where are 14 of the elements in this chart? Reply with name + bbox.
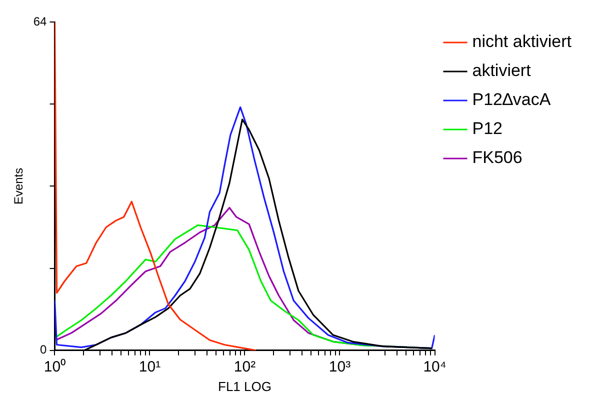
x-tick-label: 10⁰ (44, 358, 66, 376)
y-tick-label: 64 (33, 14, 48, 28)
x-tick-label: 10² (234, 358, 256, 376)
y-axis-title: Events (12, 168, 26, 205)
legend-label: P12 (472, 119, 502, 138)
legend-label: aktiviert (472, 61, 532, 80)
legend-label: nicht aktiviert (472, 32, 572, 52)
x-tick-label: 10³ (328, 358, 351, 376)
legend-label: FK506 (472, 148, 522, 168)
x-tick-label: 10⁴ (423, 358, 446, 376)
x-tick-label: 10¹ (138, 358, 161, 376)
legend-label: P12∆vacA (472, 90, 552, 110)
x-axis-title: FL1 LOG (218, 378, 272, 394)
y-tick-label: 0 (40, 342, 48, 357)
